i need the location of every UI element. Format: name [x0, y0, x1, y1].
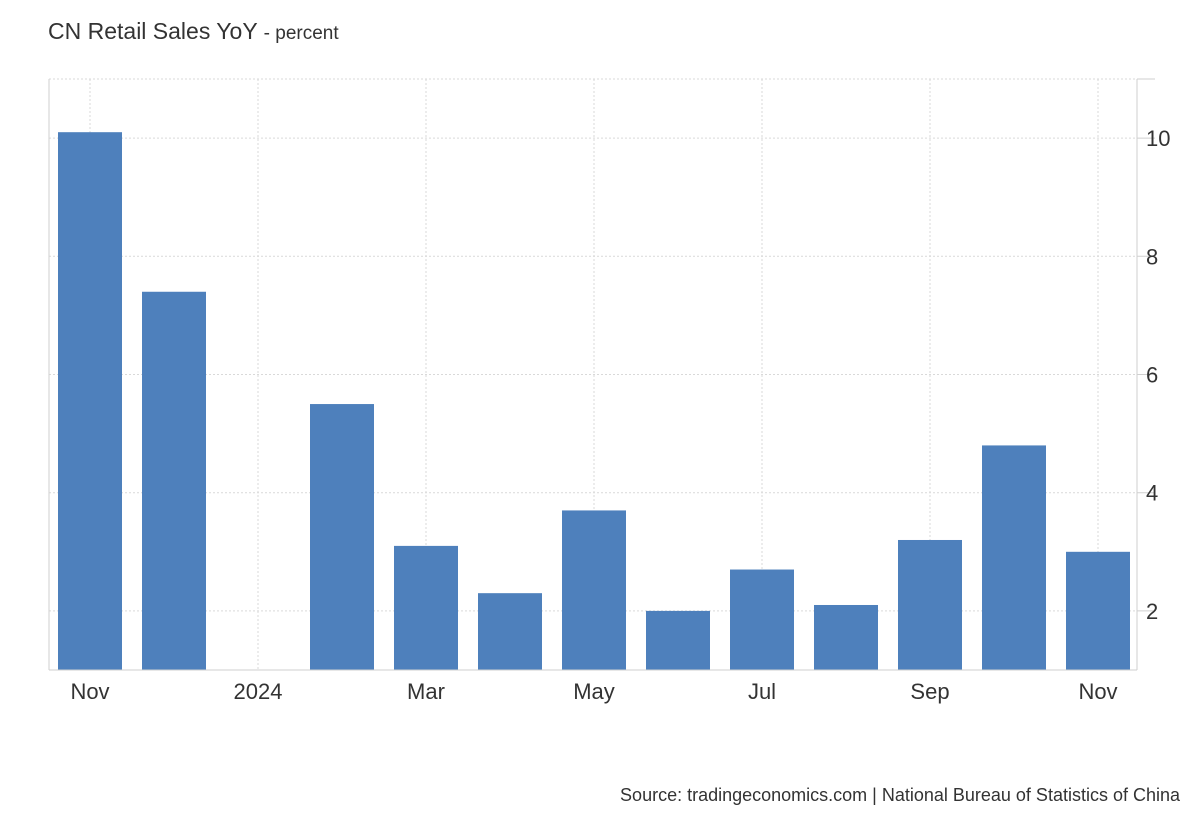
- bar: [310, 404, 374, 670]
- x-tick-label: Mar: [407, 679, 445, 704]
- y-tick-label: 4: [1146, 481, 1158, 506]
- bar: [58, 132, 122, 670]
- bars-layer: [58, 132, 1130, 670]
- y-tick-label: 6: [1146, 363, 1158, 388]
- chart-title: CN Retail Sales YoY - percent: [48, 18, 339, 45]
- bar: [898, 539, 962, 670]
- y-tick-label: 8: [1146, 244, 1158, 269]
- bar: [982, 445, 1046, 670]
- bar: [814, 604, 878, 670]
- x-tick-label: Sep: [910, 679, 949, 704]
- bar: [562, 510, 626, 670]
- y-tick-label: 2: [1146, 599, 1158, 624]
- bar: [646, 610, 710, 670]
- chart-subtitle: - percent: [263, 23, 339, 44]
- bar: [478, 593, 542, 670]
- labels-layer: 2 4 6 8 10 Nov 2024 Mar May Jul Sep Nov: [70, 126, 1170, 704]
- bar: [1066, 551, 1130, 670]
- bar: [394, 545, 458, 670]
- source-note: Source: tradingeconomics.com | National …: [620, 785, 1180, 805]
- chart-title-text: CN Retail Sales YoY: [48, 18, 258, 44]
- bar: [730, 569, 794, 670]
- x-tick-label: May: [573, 679, 615, 704]
- y-tick-label: 10: [1146, 126, 1170, 151]
- axes-layer: [48, 78, 1155, 671]
- x-tick-label: Nov: [70, 679, 109, 704]
- x-tick-label: Nov: [1078, 679, 1117, 704]
- x-tick-label: Jul: [748, 679, 776, 704]
- x-tick-label: 2024: [234, 679, 283, 704]
- bar: [142, 291, 206, 670]
